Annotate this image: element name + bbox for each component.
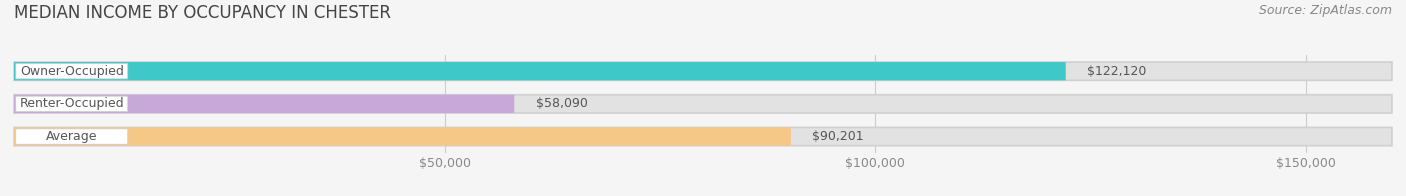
FancyBboxPatch shape: [15, 129, 128, 144]
Text: MEDIAN INCOME BY OCCUPANCY IN CHESTER: MEDIAN INCOME BY OCCUPANCY IN CHESTER: [14, 4, 391, 22]
Text: $122,120: $122,120: [1087, 65, 1147, 78]
Text: Renter-Occupied: Renter-Occupied: [20, 97, 124, 110]
FancyBboxPatch shape: [14, 62, 1392, 80]
Text: Owner-Occupied: Owner-Occupied: [20, 65, 124, 78]
Text: $90,201: $90,201: [813, 130, 865, 143]
FancyBboxPatch shape: [14, 127, 790, 146]
Text: Average: Average: [46, 130, 97, 143]
FancyBboxPatch shape: [15, 64, 128, 79]
Text: $58,090: $58,090: [536, 97, 588, 110]
FancyBboxPatch shape: [14, 127, 1392, 146]
Text: Source: ZipAtlas.com: Source: ZipAtlas.com: [1258, 4, 1392, 17]
FancyBboxPatch shape: [14, 95, 1392, 113]
FancyBboxPatch shape: [14, 95, 515, 113]
FancyBboxPatch shape: [15, 96, 128, 112]
FancyBboxPatch shape: [14, 62, 1066, 80]
